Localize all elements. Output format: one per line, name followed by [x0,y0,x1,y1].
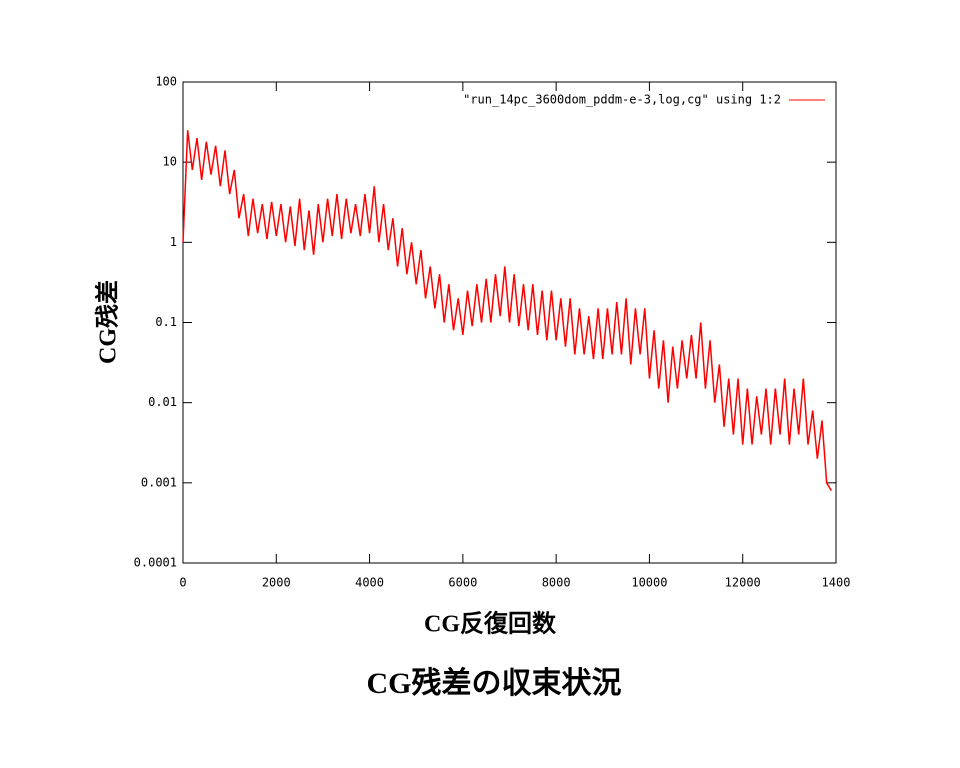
x-tick-label: 1400 [822,576,851,590]
chart-title: CG残差の収束状況 [367,667,622,700]
y-tick-label: 10 [163,155,177,169]
x-tick-label: 4000 [355,576,384,590]
y-tick-label: 0.0001 [134,556,177,570]
y-tick-label: 0.01 [148,395,177,409]
y-tick-label: 100 [155,75,177,89]
y-tick-label: 0.001 [141,475,177,489]
x-tick-label: 10000 [631,576,667,590]
x-tick-label: 8000 [542,576,571,590]
x-tick-label: 12000 [725,576,761,590]
data-line [182,130,832,491]
x-tick-label: 2000 [262,576,291,590]
y-tick-label: 1 [170,235,177,249]
x-axis-label: CG反復回数 [424,610,557,638]
legend-label: "run_14pc_3600dom_pddm-e-3,log,cg" using… [463,93,781,107]
x-tick-label: 0 [179,576,186,590]
y-tick-label: 0.1 [155,315,177,329]
y-axis-label: CG残差 [94,280,122,364]
x-tick-label: 6000 [448,576,477,590]
